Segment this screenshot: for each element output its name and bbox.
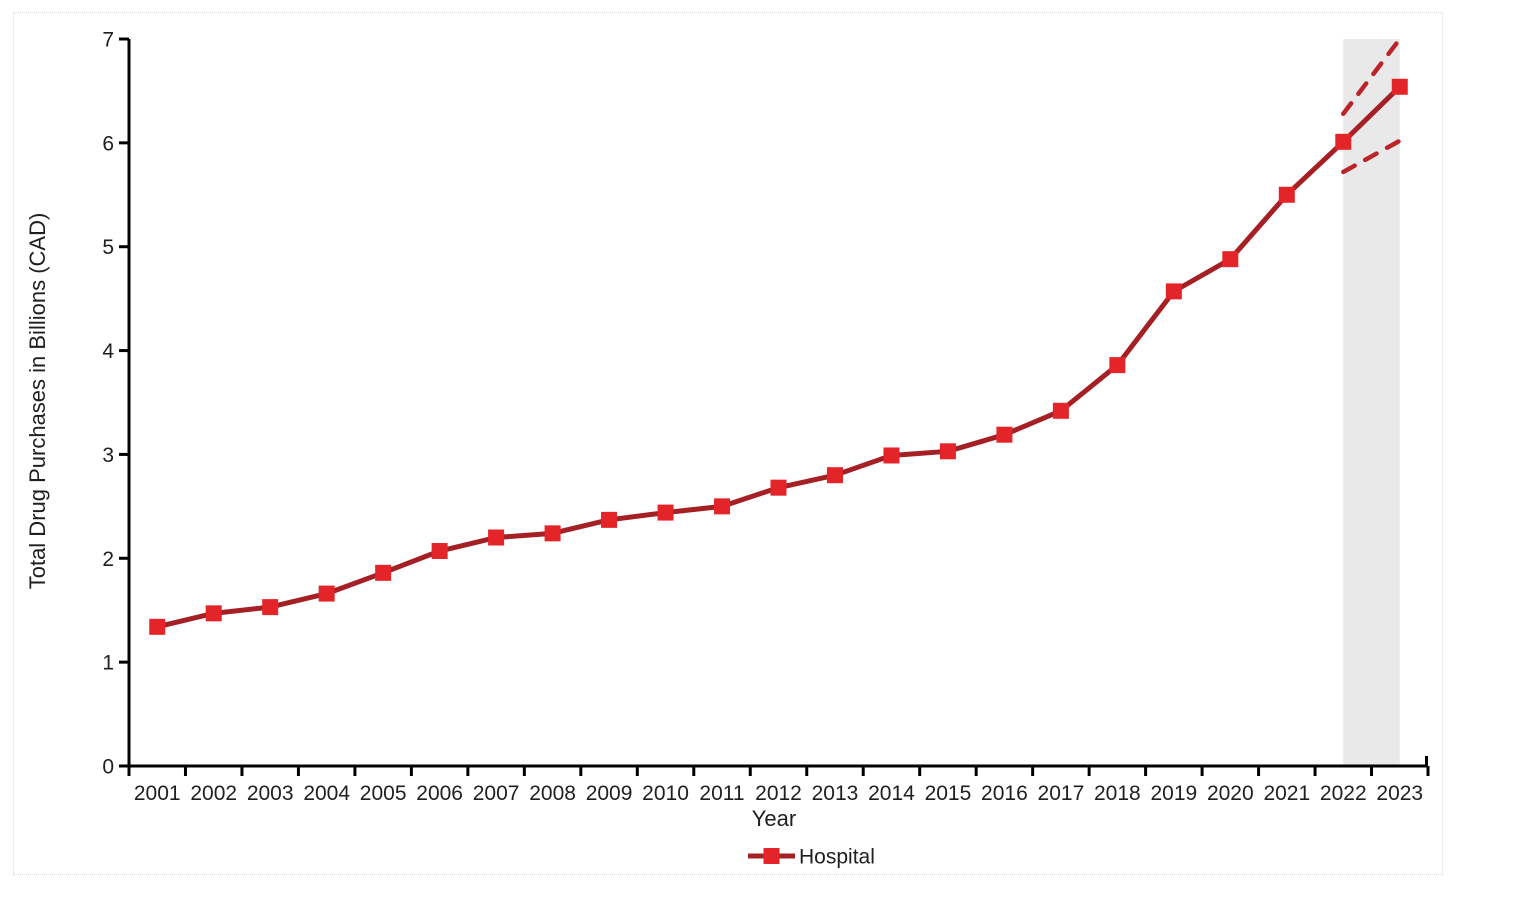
data-point-marker (1109, 357, 1126, 374)
x-tick-label: 2023 (1376, 782, 1423, 805)
data-point-marker (1335, 133, 1352, 150)
x-tick-label: 2006 (416, 782, 463, 805)
x-tick-label: 2004 (303, 782, 350, 805)
data-point-marker (826, 467, 843, 484)
data-point-marker (1391, 78, 1408, 95)
axis-layer (119, 37, 1430, 776)
x-tick-label: 2021 (1263, 782, 1310, 805)
forecast-lower-bound (1341, 138, 1403, 175)
forecast-shaded-band (1343, 39, 1400, 766)
x-tick-label: 2015 (925, 782, 972, 805)
data-point-marker (939, 443, 956, 460)
x-tick-label: 2020 (1207, 782, 1254, 805)
data-point-marker (262, 599, 279, 616)
line-chart: 0 1 2 3 4 5 6 7 2001 2002 2003 2004 2005 2006 2007 2008… (25, 29, 1430, 869)
x-tick-label: 2003 (247, 782, 294, 805)
x-tick-label: 2014 (868, 782, 915, 805)
x-tick-label: 2012 (755, 782, 802, 805)
chart-frame: 0 1 2 3 4 5 6 7 2001 2002 2003 2004 2005 2006 2007 2008… (13, 12, 1443, 875)
data-point-marker (544, 525, 561, 542)
x-tick-label: 2010 (642, 782, 689, 805)
y-tick-label: 4 (102, 340, 114, 363)
x-tick-label: 2022 (1320, 782, 1367, 805)
x-tick-label: 2019 (1150, 782, 1197, 805)
x-tick-label: 2008 (529, 782, 576, 805)
data-point-marker (149, 618, 166, 635)
y-tick-label: 3 (102, 444, 114, 467)
y-tick-label: 5 (102, 236, 114, 259)
x-tick-label: 2016 (981, 782, 1028, 805)
x-axis-title: Year (752, 806, 796, 831)
y-tick-label: 6 (102, 132, 114, 155)
data-point-marker (770, 479, 787, 496)
series-layer (149, 78, 1408, 635)
x-tick-label: 2002 (190, 782, 237, 805)
x-tick-label: 2011 (699, 782, 744, 805)
data-point-marker (375, 564, 392, 581)
data-point-marker (601, 511, 618, 528)
legend-marker-icon (763, 848, 780, 864)
data-point-marker (431, 543, 448, 560)
data-point-marker (1222, 251, 1239, 268)
y-tick-label: 7 (102, 29, 114, 52)
data-point-marker (714, 498, 731, 515)
forecast-band-layer (1343, 39, 1400, 766)
forecast-upper-bound (1341, 36, 1403, 117)
legend-label: Hospital (799, 846, 875, 869)
tick-label-layer: 0 1 2 3 4 5 6 7 2001 2002 2003 2004 2005 2006 2007 2008… (102, 29, 1423, 806)
y-axis-title: Total Drug Purchases in Billions (CAD) (25, 213, 50, 590)
forecast-bounds-layer (1341, 36, 1403, 175)
data-point-marker (883, 447, 900, 464)
data-point-marker (657, 504, 674, 521)
x-tick-label: 2013 (812, 782, 859, 805)
y-tick-label: 2 (102, 548, 114, 571)
x-tick-label: 2018 (1094, 782, 1141, 805)
data-point-marker (1052, 402, 1069, 419)
data-point-marker (996, 426, 1013, 443)
data-point-marker (488, 529, 505, 546)
x-tick-label: 2007 (473, 782, 520, 805)
y-tick-label: 1 (102, 652, 114, 675)
data-point-marker (1165, 283, 1182, 300)
data-point-marker (318, 585, 335, 602)
series-line (154, 84, 1403, 630)
x-tick-label: 2017 (1038, 782, 1085, 805)
x-tick-label: 2001 (134, 782, 181, 805)
x-tick-label: 2005 (360, 782, 407, 805)
data-point-marker (1278, 186, 1295, 203)
x-tick-label: 2009 (586, 782, 633, 805)
legend: Hospital (748, 846, 875, 869)
y-tick-label: 0 (102, 756, 114, 779)
data-point-marker (205, 605, 222, 622)
